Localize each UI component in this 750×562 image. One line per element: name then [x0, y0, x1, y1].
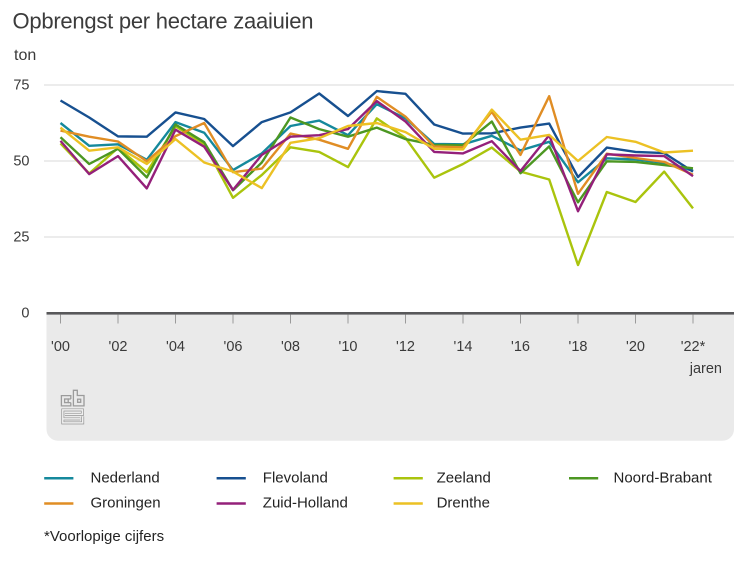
- svg-text:'16: '16: [511, 339, 530, 355]
- svg-text:'06: '06: [224, 339, 243, 355]
- svg-text:'10: '10: [339, 339, 358, 355]
- svg-text:0: 0: [21, 305, 29, 321]
- svg-text:Drenthe: Drenthe: [437, 495, 490, 512]
- svg-text:'22*: '22*: [681, 339, 706, 355]
- svg-text:Zeeland: Zeeland: [437, 470, 491, 487]
- svg-text:'20: '20: [626, 339, 645, 355]
- svg-text:'00: '00: [51, 339, 70, 355]
- svg-text:*Voorlopige cijfers: *Voorlopige cijfers: [44, 528, 164, 545]
- svg-text:'12: '12: [396, 339, 415, 355]
- svg-text:'14: '14: [454, 339, 473, 355]
- svg-text:'18: '18: [569, 339, 588, 355]
- svg-text:'04: '04: [166, 339, 185, 355]
- svg-text:ton: ton: [14, 47, 36, 64]
- svg-text:25: 25: [13, 229, 29, 245]
- svg-text:Flevoland: Flevoland: [263, 470, 328, 487]
- svg-text:Noord-Brabant: Noord-Brabant: [614, 470, 713, 487]
- svg-text:Groningen: Groningen: [91, 495, 161, 512]
- svg-text:'08: '08: [281, 339, 300, 355]
- svg-text:Opbrengst per hectare zaaiuien: Opbrengst per hectare zaaiuien: [13, 9, 314, 34]
- svg-text:'02: '02: [109, 339, 128, 355]
- svg-text:Zuid-Holland: Zuid-Holland: [263, 495, 348, 512]
- svg-text:50: 50: [13, 153, 29, 169]
- svg-text:Nederland: Nederland: [91, 470, 160, 487]
- svg-text:jaren: jaren: [689, 361, 722, 377]
- svg-text:75: 75: [13, 77, 29, 93]
